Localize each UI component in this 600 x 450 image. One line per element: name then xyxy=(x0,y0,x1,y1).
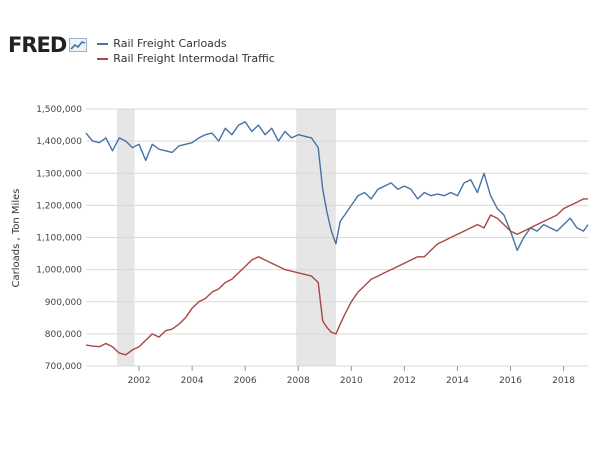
y-axis-ticks: 700,000 800,000 900,000 1,000,000 1,100,000 1… xyxy=(36,105,82,372)
x-tick-label: 2002 xyxy=(128,376,151,386)
legend-item-carloads: Rail Freight Carloads xyxy=(97,36,275,51)
legend-label-carloads: Rail Freight Carloads xyxy=(113,37,227,50)
legend-label-intermodal: Rail Freight Intermodal Traffic xyxy=(113,52,275,65)
x-tick-label: 2012 xyxy=(393,376,416,386)
y-tick-label: 1,400,000 xyxy=(36,137,82,147)
y-tick-label: 1,000,000 xyxy=(36,266,82,276)
legend-item-intermodal: Rail Freight Intermodal Traffic xyxy=(97,51,275,66)
chart-header: FRED Rail Freight Carloads Rail Freight … xyxy=(8,32,275,66)
x-tick-label: 2010 xyxy=(340,376,363,386)
legend: Rail Freight Carloads Rail Freight Inter… xyxy=(97,36,275,66)
y-tick-label: 1,100,000 xyxy=(36,234,82,244)
y-tick-label: 900,000 xyxy=(45,298,82,308)
x-tick-label: 2016 xyxy=(499,376,522,386)
x-tick-label: 2008 xyxy=(287,376,310,386)
y-axis-label: Carloads , Ton Miles xyxy=(11,189,22,288)
y-tick-label: 700,000 xyxy=(45,362,82,372)
series-line-intermodal xyxy=(85,198,588,356)
legend-swatch-carloads xyxy=(97,42,109,45)
gridlines xyxy=(86,108,588,367)
y-tick-label: 800,000 xyxy=(45,330,82,340)
y-tick-label: 1,300,000 xyxy=(36,169,82,179)
x-tick-label: 2006 xyxy=(234,376,257,386)
y-tick-label: 1,200,000 xyxy=(36,201,82,211)
y-tick-label: 1,500,000 xyxy=(36,105,82,115)
fred-logo-text: FRED xyxy=(8,32,67,57)
x-tick-label: 2014 xyxy=(446,376,469,386)
legend-swatch-intermodal xyxy=(97,57,109,60)
x-axis-ticks: 2002 2004 2006 2008 2010 2012 2014 2016 2018 xyxy=(128,366,575,386)
fred-chart-icon xyxy=(69,38,88,52)
fred-logo: FRED xyxy=(8,32,88,58)
x-tick-label: 2004 xyxy=(181,376,204,386)
series-lines xyxy=(85,121,589,356)
x-tick-label: 2018 xyxy=(552,376,575,386)
series-line-carloads xyxy=(85,121,589,252)
